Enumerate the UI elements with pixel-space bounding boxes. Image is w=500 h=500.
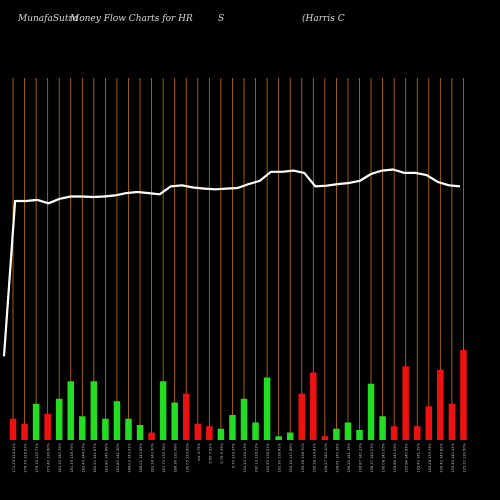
x-tick-label: 182.22 141.67% <box>93 442 97 472</box>
x-tick-label: 195.22 139.50% <box>462 442 466 472</box>
money-flow-bar <box>79 416 86 440</box>
x-tick-label: 183.40 144.07% <box>81 442 85 472</box>
x-tick-label: 181.39 138.79% <box>70 442 74 472</box>
x-tick-label: 174.79 126.63% <box>24 442 28 472</box>
x-tick-label: 178.35 135.71% <box>35 442 39 472</box>
chart-title: Money Flow Charts for HR <box>70 14 193 24</box>
x-tick-label: 195.68 140.85% <box>405 442 409 472</box>
x-tick-label: 183.80 141.88% <box>104 442 108 472</box>
money-flow-bar <box>171 402 178 440</box>
money-flow-bar <box>425 406 433 440</box>
money-flow-bar <box>356 430 363 440</box>
x-tick-label: 196.25 141.35% <box>347 442 351 472</box>
x-tick-label: 191.19 135.23% <box>243 442 247 472</box>
x-tick-label: 195.16 137.88% <box>289 442 293 472</box>
x-tick-label: n/a 4.75% <box>197 442 201 461</box>
money-flow-bar <box>136 425 144 440</box>
x-tick-label: 196.08 142.05% <box>382 442 386 472</box>
money-flow-bar <box>183 393 190 440</box>
money-flow-bar <box>32 403 40 440</box>
money-flow-bar <box>310 372 317 440</box>
bars <box>9 350 467 440</box>
money-flow-bar <box>148 432 155 440</box>
x-tick-label: 190.05 133.60% <box>185 442 189 472</box>
money-flow-bar <box>402 366 409 440</box>
money-flow-bar <box>125 418 132 440</box>
money-flow-bar <box>159 381 167 440</box>
x-tick-label: 195.42 140.82% <box>439 442 443 472</box>
price-line <box>2 168 461 357</box>
money-flow-bar <box>44 413 51 440</box>
money-flow-bar <box>275 436 282 440</box>
x-tick-label: 184.03 143.91% <box>128 442 132 472</box>
money-flow-bar <box>194 423 202 440</box>
money-flow-bar <box>367 383 375 440</box>
money-flow-bar <box>344 422 352 440</box>
money-flow-bar <box>252 422 259 440</box>
money-flow-bar <box>263 377 271 440</box>
x-tick-label: 6.75 6.35% <box>220 442 224 463</box>
money-flow-bar <box>448 403 456 440</box>
x-tick-label: 188.38 132.98% <box>174 442 178 472</box>
x-tick-label: 186.01 143.85% <box>139 442 143 472</box>
x-tick-label: 192.30 138.41% <box>278 442 282 472</box>
x-tick-label: 195.49 140.31% <box>451 442 455 472</box>
x-tick-label: 187.73 135.78% <box>162 442 166 472</box>
x-tick-label: 181.19 145.76% <box>58 442 62 472</box>
x-tick-label: 183.80 141.50% <box>116 442 120 472</box>
x-tick-labels: 171.29 124.41% 174.79 126.63% 178.35 135.7… <box>12 442 466 472</box>
money-flow-bar <box>298 393 305 440</box>
money-flow-bar <box>379 416 386 440</box>
grid-lines <box>12 78 464 440</box>
x-tick-label: 196.57 140.10% <box>324 442 328 472</box>
money-flow-bar <box>113 401 121 440</box>
x-tick-label: 190.55 136.51% <box>266 442 270 472</box>
x-tick-label: 196.37 142.03% <box>370 442 374 472</box>
x-tick-label: 195.88 141.05% <box>393 442 397 472</box>
x-tick-label: 183.38 143.90% <box>151 442 155 472</box>
money-flow-bar <box>67 381 74 440</box>
x-tick-label: 195.38 138.70% <box>301 442 305 472</box>
x-tick-label: 195.38 139.81% <box>312 442 316 472</box>
site-name: MunafaSutra <box>18 14 79 24</box>
company-name: (Harris C <box>302 14 345 24</box>
money-flow-bar <box>90 381 98 440</box>
money-flow-bar <box>414 426 421 440</box>
money-flow-bar <box>390 426 398 440</box>
x-tick-label: 6.79 139.37% <box>231 442 235 468</box>
x-tick-label: 173.40 136.60% <box>47 442 51 472</box>
x-tick-label: 195.42 141.39% <box>416 442 420 472</box>
money-flow-bar <box>21 423 28 440</box>
money-flow-bar <box>229 415 236 440</box>
money-flow-bar <box>206 426 213 440</box>
x-tick-label: 196.87 141.33% <box>359 442 363 472</box>
money-flow-bar <box>460 350 467 440</box>
money-flow-bar <box>217 428 225 440</box>
money-flow-bar <box>55 398 63 440</box>
money-flow-bar <box>240 398 248 440</box>
exchange-label: S <box>218 14 225 24</box>
price-line-group <box>2 168 461 357</box>
money-flow-bar <box>333 428 340 440</box>
x-tick-label: 198.61 142.18% <box>335 442 339 472</box>
money-flow-bar <box>286 432 294 440</box>
money-flow-bar <box>321 436 329 440</box>
money-flow-bar <box>102 418 109 440</box>
x-tick-label: 195.28 139.74% <box>428 442 432 472</box>
x-tick-label: 171.29 124.41% <box>12 442 16 472</box>
money-flow-bar <box>437 370 444 440</box>
money-flow-bar <box>9 418 17 440</box>
x-tick-label: 190.13 136.21% <box>255 442 259 472</box>
x-tick-label: 6.66 7.52% <box>208 442 212 463</box>
